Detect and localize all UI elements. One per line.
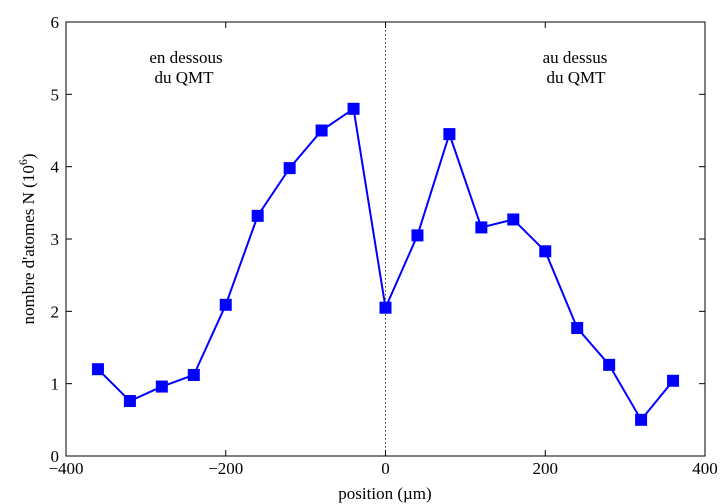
annotation-left-line2: du QMT — [154, 68, 214, 87]
data-point-marker — [571, 321, 584, 334]
annotation-left-line1: en dessous — [149, 48, 222, 67]
y-axis-label-suffix: ) — [19, 153, 38, 159]
y-tick-label: 6 — [51, 13, 60, 32]
x-tick-label: 0 — [381, 459, 390, 478]
series-markers — [91, 102, 680, 426]
data-point-marker — [283, 162, 296, 175]
x-axis-label: position (µm) — [338, 484, 431, 503]
data-point-marker — [315, 124, 328, 137]
data-point-marker — [379, 301, 392, 314]
data-point-marker — [123, 395, 136, 408]
annotation-right-line2: du QMT — [546, 68, 606, 87]
x-tick-label: −400 — [48, 459, 83, 478]
data-point-marker — [187, 368, 200, 381]
data-point-marker — [347, 102, 360, 115]
x-tick-label: −200 — [208, 459, 243, 478]
data-point-marker — [443, 128, 456, 141]
y-axis-label-prefix: nombre d'atomes N (10 — [19, 165, 38, 324]
data-point-marker — [603, 358, 616, 371]
data-point-marker — [251, 209, 264, 222]
annotation-right-line1: au dessus — [543, 48, 608, 67]
data-point-marker — [635, 413, 648, 426]
y-axis-label: nombre d'atomes N (106) — [16, 153, 38, 324]
x-tick-label: 200 — [533, 459, 559, 478]
tick-labels: −400 −200 0 200 400 0 1 2 3 4 5 6 — [48, 13, 717, 478]
data-point-marker — [475, 221, 488, 234]
data-point-marker — [667, 374, 680, 387]
data-point-marker — [411, 229, 424, 242]
data-point-marker — [155, 380, 168, 393]
data-point-marker — [219, 298, 232, 311]
y-tick-label: 0 — [51, 447, 60, 466]
y-tick-label: 1 — [51, 375, 60, 394]
y-tick-label: 4 — [51, 158, 60, 177]
data-point-marker — [91, 363, 104, 376]
x-tick-label: 400 — [692, 459, 718, 478]
data-point-marker — [507, 213, 520, 226]
y-tick-label: 3 — [51, 230, 60, 249]
y-axis-label-exponent: 6 — [16, 159, 30, 165]
y-tick-label: 5 — [51, 85, 60, 104]
axis-ticks — [65, 21, 706, 457]
data-point-marker — [539, 245, 552, 258]
y-tick-label: 2 — [51, 302, 60, 321]
